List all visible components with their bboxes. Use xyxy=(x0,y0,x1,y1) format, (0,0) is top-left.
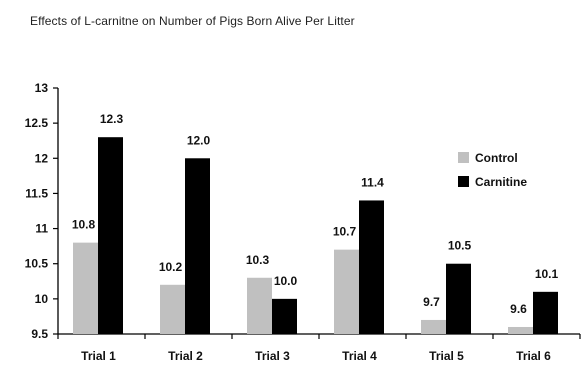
bar-control-4 xyxy=(334,249,359,334)
bar-carnitine-2 xyxy=(185,158,210,334)
bar-carnitine-1 xyxy=(98,137,123,334)
legend-label-control: Control xyxy=(475,151,518,165)
y-tick-label: 12.5 xyxy=(25,116,49,130)
data-label: 12.0 xyxy=(187,133,211,147)
x-tick-label: Trial 4 xyxy=(342,349,377,363)
bar-carnitine-6 xyxy=(533,291,558,334)
data-label: 9.6 xyxy=(510,302,527,316)
data-label: 10.0 xyxy=(274,274,298,288)
data-label: 10.2 xyxy=(159,260,183,274)
y-tick-label: 9.5 xyxy=(31,327,48,341)
y-tick-label: 10.5 xyxy=(25,257,49,271)
y-tick-label: 10 xyxy=(35,292,49,306)
legend-swatch-carnitine xyxy=(458,176,469,187)
x-tick-label: Trial 3 xyxy=(255,349,290,363)
data-label: 11.4 xyxy=(361,175,384,189)
x-tick-label: Trial 2 xyxy=(168,349,203,363)
legend-swatch-control xyxy=(458,152,469,163)
data-label: 9.7 xyxy=(423,295,440,309)
bar-control-5 xyxy=(421,319,446,334)
y-tick-label: 11 xyxy=(35,222,48,236)
y-tick-label: 12 xyxy=(35,151,49,165)
x-tick-label: Trial 6 xyxy=(516,349,551,363)
legend-label-carnitine: Carnitine xyxy=(475,175,527,189)
data-label: 10.5 xyxy=(448,239,472,253)
data-label: 10.8 xyxy=(72,218,96,232)
x-tick-label: Trial 5 xyxy=(429,349,464,363)
data-label: 10.7 xyxy=(333,225,357,239)
data-label: 10.3 xyxy=(246,253,270,267)
data-label: 10.1 xyxy=(535,267,559,281)
bar-control-2 xyxy=(160,284,185,334)
bar-carnitine-3 xyxy=(272,298,297,334)
bar-control-3 xyxy=(247,277,272,334)
chart-title: Effects of L-carnitne on Number of Pigs … xyxy=(30,14,355,28)
bar-control-6 xyxy=(508,326,533,334)
x-tick-label: Trial 1 xyxy=(81,349,116,363)
bar-control-1 xyxy=(73,242,98,334)
data-label: 12.3 xyxy=(100,112,124,126)
y-tick-label: 13 xyxy=(35,81,49,95)
bar-carnitine-5 xyxy=(446,263,471,334)
bar-carnitine-4 xyxy=(359,200,384,334)
y-tick-label: 11.5 xyxy=(25,186,48,200)
